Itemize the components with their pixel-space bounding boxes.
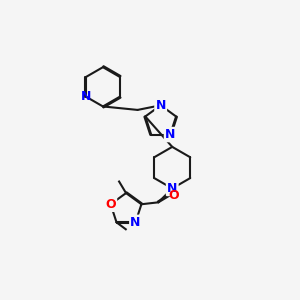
Text: N: N: [130, 216, 141, 229]
Text: N: N: [167, 182, 177, 195]
Text: N: N: [155, 99, 166, 112]
Text: O: O: [168, 189, 179, 202]
Text: N: N: [81, 90, 91, 103]
Text: O: O: [105, 198, 116, 211]
Text: N: N: [165, 128, 175, 141]
